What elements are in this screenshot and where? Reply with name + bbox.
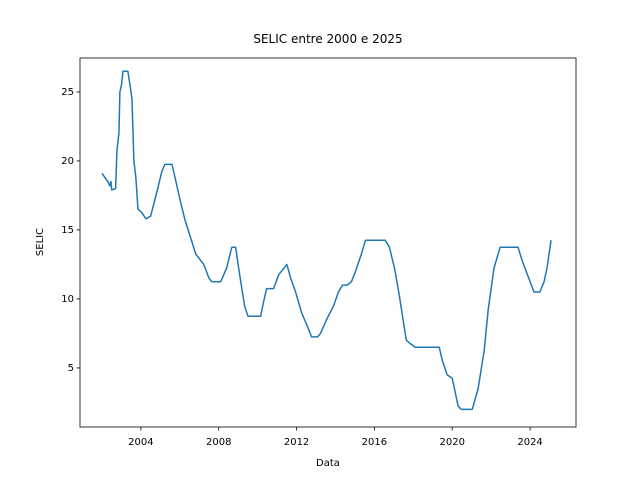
data-line	[101, 70, 552, 411]
x-tick-label: 2024	[517, 437, 542, 448]
x-tick-label: 2004	[128, 437, 153, 448]
plot-frame	[79, 57, 577, 428]
x-tick-label: 2008	[206, 437, 231, 448]
x-tick-label: 2016	[362, 437, 387, 448]
x-tick-label: 2012	[284, 437, 309, 448]
x-tick-label: 2020	[440, 437, 465, 448]
y-tick-label: 25	[61, 87, 74, 98]
x-axis-label: Data	[316, 458, 340, 469]
y-tick-label: 15	[61, 225, 74, 236]
y-axis-label: SELIC	[35, 228, 46, 256]
chart-title: SELIC entre 2000 e 2025	[253, 32, 402, 46]
y-tick-label: 10	[61, 294, 74, 305]
y-tick-label: 20	[61, 156, 74, 167]
y-tick-label: 5	[68, 363, 74, 374]
